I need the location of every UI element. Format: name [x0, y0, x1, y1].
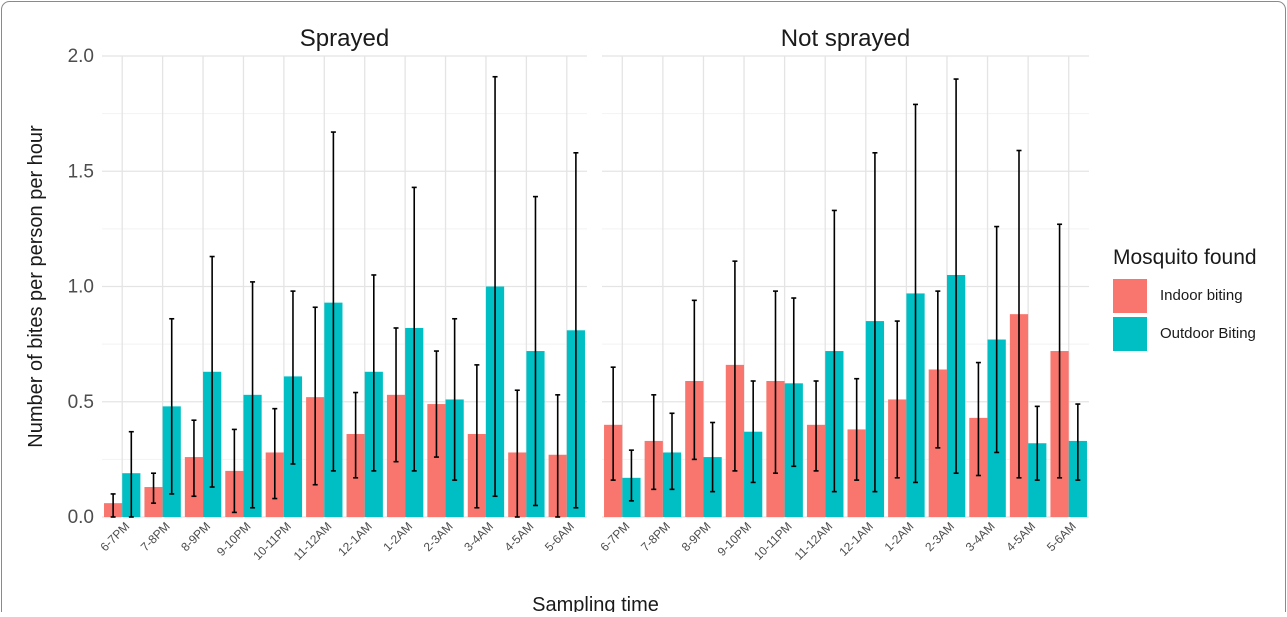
y-tick-label: 2.0	[68, 46, 94, 67]
x-tick-label: 11-12AM	[291, 519, 335, 563]
x-tick-label: 11-12AM	[792, 519, 836, 563]
x-tick-label: 4-5AM	[1003, 519, 1038, 554]
legend-key-indoor	[1113, 279, 1147, 313]
panel-title: Not sprayed	[781, 25, 910, 52]
legend-title: Mosquito found	[1113, 246, 1257, 269]
y-tick-label: 0.5	[68, 392, 94, 413]
bar	[427, 404, 446, 517]
y-tick-label: 1.5	[68, 161, 94, 182]
x-tick-label: 12-1AM	[836, 519, 876, 559]
x-tick-label: 2-3AM	[421, 519, 456, 554]
x-tick-label: 7-8PM	[138, 519, 173, 554]
x-tick-label: 5-6AM	[542, 519, 577, 554]
y-tick-label: 1.0	[68, 277, 94, 298]
x-tick-label: 6-7PM	[598, 519, 633, 554]
x-tick-label: 1-2AM	[882, 519, 917, 554]
x-tick-label: 8-9PM	[679, 519, 714, 554]
x-tick-label: 7-8PM	[638, 519, 673, 554]
x-tick-label: 5-6AM	[1044, 519, 1079, 554]
x-tick-label: 9-10PM	[214, 519, 254, 559]
panel-title: Sprayed	[300, 25, 389, 52]
x-tick-label: 3-4AM	[461, 519, 496, 554]
x-tick-label: 10-11PM	[751, 519, 795, 563]
x-tick-label: 1-2AM	[380, 519, 415, 554]
legend-key-outdoor	[1113, 317, 1147, 351]
x-tick-label: 4-5AM	[502, 519, 537, 554]
x-tick-label: 2-3AM	[922, 519, 957, 554]
x-tick-label: 6-7PM	[97, 519, 132, 554]
x-tick-label: 8-9PM	[178, 519, 213, 554]
legend-label-indoor: Indoor biting	[1160, 287, 1243, 304]
y-tick-label: 0.0	[68, 507, 94, 528]
x-tick-label: 3-4AM	[963, 519, 998, 554]
x-tick-label: 12-1AM	[335, 519, 375, 559]
legend-label-outdoor: Outdoor Biting	[1160, 325, 1256, 342]
y-axis-title: Number of bites per person per hour	[25, 125, 47, 448]
x-axis-title: Sampling time	[532, 594, 659, 612]
x-tick-label: 10-11PM	[250, 519, 294, 563]
x-tick-label: 9-10PM	[715, 519, 755, 559]
